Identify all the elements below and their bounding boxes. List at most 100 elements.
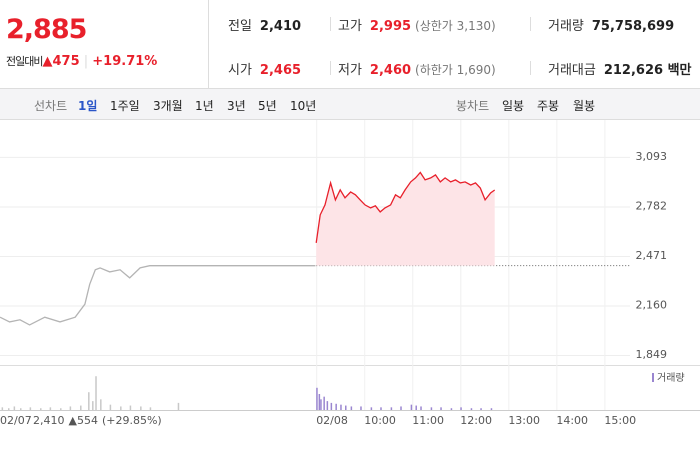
- volume-bar: [380, 407, 382, 410]
- volume-bar: [88, 392, 90, 410]
- change-value: ▲475: [42, 54, 80, 69]
- volume-bar: [350, 406, 353, 410]
- volume-bar: [92, 401, 94, 410]
- volume-bar: [29, 407, 32, 410]
- volume-bar: [20, 408, 22, 410]
- stat: 거래대금 212,626 백만: [548, 59, 692, 78]
- y-tick-label: 2,782: [636, 199, 668, 212]
- stat-value: 75,758,699: [591, 19, 675, 34]
- x-tick-label: 02/08: [316, 414, 348, 427]
- header: 2,885 전일대비▲475 | +19.71% 전일 2,410 고가 2,995…: [0, 0, 700, 89]
- candle-tab[interactable]: 월봉: [573, 99, 596, 113]
- y-tick-label: 1,849: [636, 348, 668, 361]
- stat-note: (하한가 1,690): [415, 63, 496, 77]
- volume-bar: [323, 396, 325, 410]
- x-tick-label: 12:00: [460, 414, 492, 427]
- tab-group-label: 봉차트: [456, 99, 490, 113]
- volume-bar: [149, 407, 152, 410]
- change: 전일대비▲475 | +19.71%: [6, 54, 158, 69]
- volume-bar: [390, 407, 393, 410]
- volume-bar: [60, 408, 62, 410]
- volume-bar: [415, 405, 417, 410]
- stat: 전일 2,410: [228, 15, 301, 34]
- y-tick-label: 2,160: [636, 298, 668, 311]
- volume-bar: [49, 407, 52, 410]
- x-tick-label: 11:00: [412, 414, 444, 427]
- tab-group-label: 선차트: [34, 99, 68, 113]
- volume-bar: [40, 408, 42, 410]
- stat: 고가 2,995 (상한가 3,130): [338, 15, 496, 34]
- x-tick-label: 15:00: [604, 414, 636, 427]
- volume-bar: [320, 399, 322, 410]
- volume-bar: [109, 404, 112, 410]
- change-label: 전일대비: [6, 55, 43, 68]
- period-tab[interactable]: 1년: [195, 99, 214, 113]
- period-tab[interactable]: 5년: [258, 99, 277, 113]
- volume-bar: [69, 406, 72, 410]
- price: 2,885: [6, 14, 87, 45]
- price-line: [315, 171, 496, 243]
- stat-label: 거래대금: [548, 63, 596, 78]
- volume-bar: [490, 408, 493, 410]
- volume-bar: [129, 405, 132, 410]
- x-tick-label: 02/07: [0, 414, 32, 427]
- period-tab[interactable]: 10년: [290, 99, 317, 113]
- y-tick-label: 2,471: [636, 249, 668, 262]
- legend-swatch: [652, 373, 654, 382]
- stat-label: 저가: [338, 63, 362, 78]
- volume-bar: [330, 402, 333, 410]
- volume-bar: [316, 387, 318, 410]
- period-tab[interactable]: 1주일: [110, 99, 140, 113]
- stat-label: 고가: [338, 19, 362, 34]
- volume-bar: [335, 403, 337, 410]
- y-tick-label: 3,093: [636, 150, 668, 163]
- annotation: 2,410: [33, 414, 65, 427]
- volume-bar: [470, 408, 473, 410]
- volume-bar: [100, 399, 102, 410]
- stat-value: 2,410: [259, 19, 302, 34]
- volume-bar: [140, 406, 142, 410]
- stat: 시가 2,465: [228, 59, 301, 78]
- volume-bar: [420, 406, 422, 410]
- volume-bar: [95, 376, 97, 410]
- annotation: (+29.85%): [102, 414, 162, 427]
- x-tick-label: 13:00: [508, 414, 540, 427]
- volume-bar: [318, 394, 321, 410]
- volume-bar: [8, 408, 10, 410]
- volume-bar: [326, 401, 329, 410]
- stat-label: 거래량: [548, 19, 584, 34]
- volume-bar: [80, 405, 82, 410]
- candle-tab[interactable]: 일봉: [502, 99, 525, 113]
- stat: 저가 2,460 (하한가 1,690): [338, 59, 496, 78]
- stat-value: 212,626 백만: [603, 63, 692, 78]
- x-tick-label: 14:00: [556, 414, 588, 427]
- price-box: 2,885 전일대비▲475 | +19.71%: [0, 0, 209, 88]
- stat-label: 전일: [228, 19, 252, 34]
- volume-bar: [177, 402, 180, 410]
- stat-value: 2,995: [369, 19, 412, 34]
- volume-bar: [13, 406, 16, 410]
- period-tab[interactable]: 1일: [78, 99, 98, 113]
- annotation: ▲554: [69, 414, 98, 427]
- area: [316, 172, 495, 266]
- volume-bar: [430, 407, 433, 410]
- volume-bar: [120, 406, 122, 410]
- period-tab[interactable]: 3개월: [153, 99, 183, 113]
- period-tabs: 선차트 1일 1주일 3개월 1년 3년 5년 10년 봉차트 일봉 주봉 월봉: [0, 89, 700, 120]
- candle-tab[interactable]: 주봉: [537, 99, 560, 113]
- volume-bar: [440, 407, 442, 410]
- volume-bar: [450, 408, 453, 410]
- price-line: [0, 265, 316, 326]
- period-tab[interactable]: 3년: [227, 99, 246, 113]
- volume-bar: [460, 407, 462, 410]
- stat-value: 2,460: [369, 63, 412, 78]
- stat-label: 시가: [228, 63, 252, 78]
- volume-bar: [400, 406, 402, 410]
- change-rate: +19.71%: [92, 54, 158, 69]
- volume-bar: [410, 404, 413, 410]
- volume-bar: [360, 406, 362, 410]
- x-tick-label: 10:00: [364, 414, 396, 427]
- volume-bar: [1, 407, 4, 410]
